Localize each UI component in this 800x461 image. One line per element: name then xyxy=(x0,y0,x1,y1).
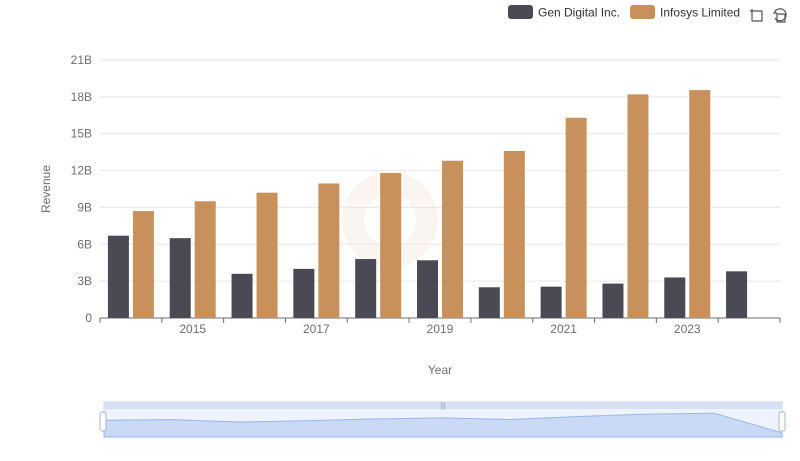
bar-gen-digital-2016[interactable] xyxy=(231,273,253,318)
y-tick-label: 18B xyxy=(71,90,92,104)
slider-grip-icon[interactable]: ||| xyxy=(440,403,446,410)
zoom-slider[interactable]: ||| xyxy=(99,401,786,438)
x-tick-label: 2017 xyxy=(303,322,330,336)
y-axis-title: Revenue xyxy=(39,165,53,213)
x-tick-label: 2015 xyxy=(179,322,206,336)
bar-gen-digital-2021[interactable] xyxy=(540,286,562,318)
bar-infosys-2016[interactable] xyxy=(256,192,278,318)
bar-infosys-2019[interactable] xyxy=(442,160,463,318)
legend-label[interactable]: Gen Digital Inc. xyxy=(538,6,620,20)
bar-infosys-2014[interactable] xyxy=(132,211,154,318)
y-tick-label: 0 xyxy=(85,311,92,325)
bar-infosys-2015[interactable] xyxy=(194,201,216,318)
bar-gen-digital-2020[interactable] xyxy=(478,287,500,318)
bar-gen-digital-2022[interactable] xyxy=(602,283,624,318)
x-tick-label: 2023 xyxy=(674,322,701,336)
bar-gen-digital-2023[interactable] xyxy=(664,277,686,318)
bar-gen-digital-2018[interactable] xyxy=(355,259,377,318)
bar-gen-digital-2019[interactable] xyxy=(417,260,438,318)
y-tick-label: 15B xyxy=(71,127,92,141)
bar-infosys-2020[interactable] xyxy=(503,150,525,318)
x-axis-title: Year xyxy=(428,363,452,377)
slider-left-handle[interactable] xyxy=(99,411,107,432)
x-tick-label: 2019 xyxy=(427,322,454,336)
bar-gen-digital-2015[interactable] xyxy=(169,238,191,318)
legend-swatch[interactable] xyxy=(508,5,533,19)
x-tick-label: 2021 xyxy=(550,322,577,336)
legend: Gen Digital Inc. Infosys Limited xyxy=(508,5,740,20)
y-tick-label: 3B xyxy=(77,274,92,288)
bars xyxy=(107,90,748,319)
bar-gen-digital-2024[interactable] xyxy=(726,271,748,318)
zoom-icon[interactable] xyxy=(747,6,765,24)
restore-icon[interactable] xyxy=(771,6,789,24)
x-axis: 2015 2017 2019 2021 2023 xyxy=(99,317,781,336)
legend-label[interactable]: Infosys Limited xyxy=(660,6,740,20)
bar-infosys-2017[interactable] xyxy=(318,183,340,318)
bar-infosys-2021[interactable] xyxy=(565,117,587,318)
bar-gen-digital-2017[interactable] xyxy=(293,268,315,318)
legend-swatch[interactable] xyxy=(630,5,656,19)
bar-infosys-2018[interactable] xyxy=(380,173,402,318)
y-tick-label: 12B xyxy=(71,164,92,178)
y-tick-label: 9B xyxy=(77,200,92,214)
slider-top-bar[interactable] xyxy=(104,402,782,409)
bar-infosys-2022[interactable] xyxy=(627,94,649,319)
bar-gen-digital-2014[interactable] xyxy=(107,235,129,318)
bar-infosys-2023[interactable] xyxy=(689,90,711,318)
slider-preview-area xyxy=(103,412,783,438)
slider-right-handle[interactable] xyxy=(778,411,786,432)
y-axis-ticks: 0 3B 6B 9B 12B 15B 18B 21B xyxy=(71,53,93,325)
y-tick-label: 6B xyxy=(77,237,92,251)
y-tick-label: 21B xyxy=(71,53,92,67)
